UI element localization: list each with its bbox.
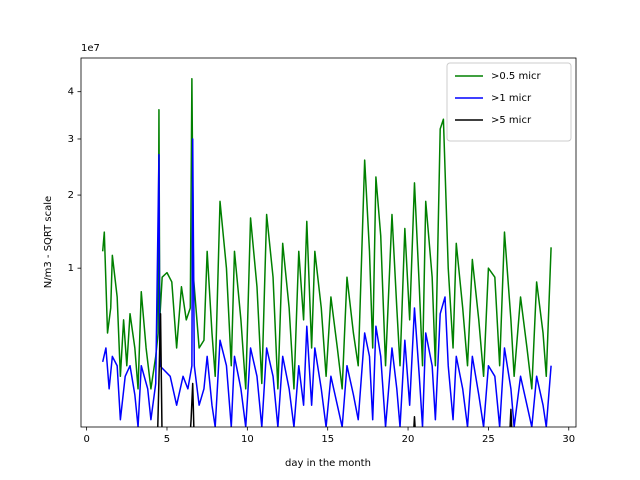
legend-box xyxy=(446,62,572,142)
y-tick-label: 3 xyxy=(68,134,74,145)
y-axis-label: N/m3 - SQRT scale xyxy=(43,196,54,288)
x-tick-label: 10 xyxy=(241,434,254,445)
x-tick-label: 25 xyxy=(482,434,495,445)
x-tick-label: 15 xyxy=(321,434,334,445)
x-tick-label: 0 xyxy=(83,434,89,445)
x-tick-label: 5 xyxy=(164,434,170,445)
y-offset-label: 1e7 xyxy=(81,43,100,54)
y-tick-label: 4 xyxy=(68,87,74,98)
plot-area xyxy=(101,77,552,427)
axes-frame xyxy=(80,57,577,428)
y-tick-label: 2 xyxy=(68,190,74,201)
x-tick-label: 30 xyxy=(562,434,575,445)
y-tick-label: 1 xyxy=(68,263,74,274)
legend-label: >1 micr xyxy=(491,93,532,104)
data-line xyxy=(157,313,513,427)
x-axis-label: day in the month xyxy=(285,458,371,469)
legend-label: >5 micr xyxy=(491,115,532,126)
data-line xyxy=(101,138,552,427)
legend-label: >0.5 micr xyxy=(491,71,541,82)
x-tick-label: 20 xyxy=(402,434,415,445)
